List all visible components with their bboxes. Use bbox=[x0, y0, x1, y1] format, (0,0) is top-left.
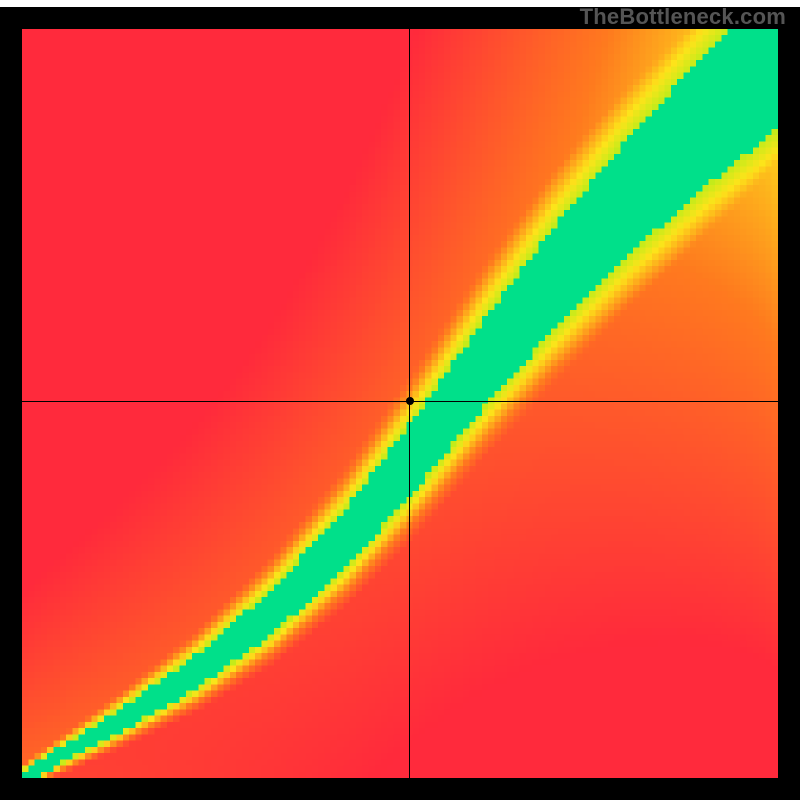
crosshair-horizontal bbox=[22, 401, 778, 402]
heatmap-canvas bbox=[22, 29, 778, 778]
chart-container: TheBottleneck.com bbox=[0, 0, 800, 800]
watermark-text: TheBottleneck.com bbox=[580, 4, 786, 30]
